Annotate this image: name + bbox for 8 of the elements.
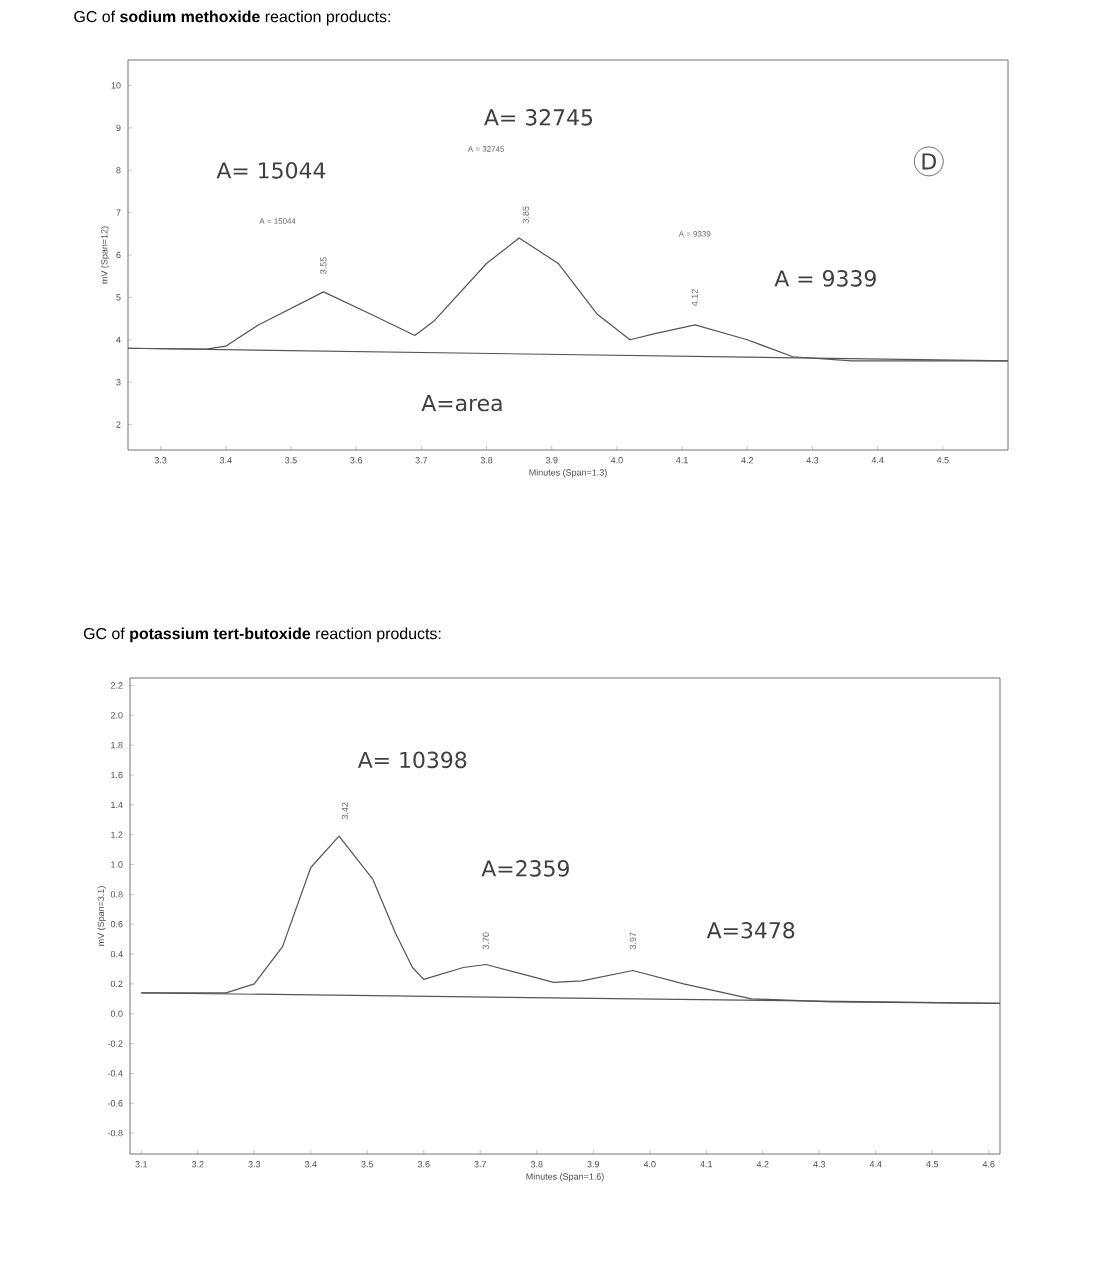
annotation: D (922, 153, 936, 170)
annotation: A=area (421, 395, 502, 412)
annotation: A=3478 (706, 922, 795, 939)
annotation: A = 9339 (774, 270, 876, 287)
annotation: A= 15044 (216, 162, 326, 179)
annotation: A= 32745 (484, 109, 593, 126)
annotation: A= 10398 (357, 751, 467, 769)
annotation: A=2359 (481, 860, 569, 877)
